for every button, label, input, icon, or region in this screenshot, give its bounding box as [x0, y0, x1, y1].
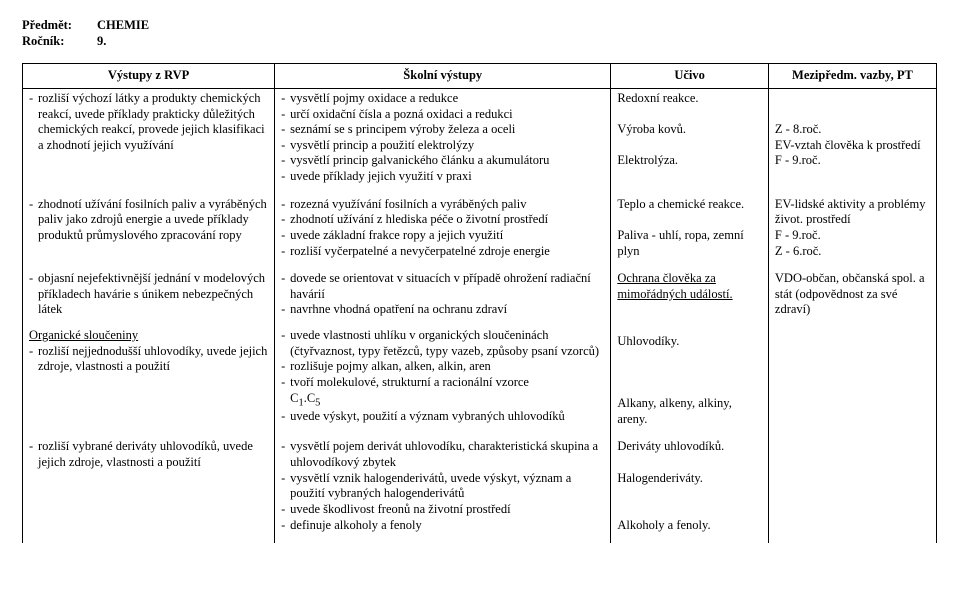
text-line	[617, 138, 762, 154]
section-title: Organické sloučeniny	[29, 328, 268, 344]
text-line: Ochrana člověka za	[617, 271, 762, 287]
list-item: vysvětlí pojem derivát uhlovodíku, chara…	[281, 439, 604, 470]
text-line	[617, 212, 762, 228]
text-line: F - 9.roč.	[775, 228, 930, 244]
formula-line: C1.C5	[281, 391, 604, 410]
table-cell: vysvětlí pojmy oxidace a redukceurčí oxi…	[275, 88, 611, 194]
list-item: uvede výskyt, použití a význam vybraných…	[281, 409, 604, 425]
col-header-mezipredm: Mezipředm. vazby, PT	[768, 64, 936, 89]
curriculum-table: Výstupy z RVP Školní výstupy Učivo Mezip…	[22, 63, 937, 543]
table-cell: Z - 8.roč.EV-vztah člověka k prostředíF …	[768, 88, 936, 194]
list-item: dovede se orientovat v situacích v přípa…	[281, 271, 604, 302]
text-line: Výroba kovů.	[617, 122, 762, 138]
text-line: EV-vztah člověka k prostředí	[775, 138, 930, 154]
col-header-school: Školní výstupy	[275, 64, 611, 89]
text-line	[617, 349, 762, 365]
list-item: definuje alkoholy a fenoly	[281, 518, 604, 534]
table-cell: objasní nejefektivnější jednání v modelo…	[23, 269, 275, 437]
table-row: rozliší vybrané deriváty uhlovodíků, uve…	[23, 437, 937, 543]
text-line	[617, 455, 762, 471]
text-line: Uhlovodíky.	[617, 334, 762, 350]
table-cell: EV-lidské aktivity a problémy život. pro…	[768, 195, 936, 270]
header-label-grade: Ročník:	[22, 34, 97, 50]
col-header-rvp: Výstupy z RVP	[23, 64, 275, 89]
table-cell: dovede se orientovat v situacích v přípa…	[275, 269, 611, 437]
text-line: mimořádných událostí.	[617, 287, 762, 303]
list-item: uvede škodlivost freonů na životní prost…	[281, 502, 604, 518]
text-line	[617, 502, 762, 518]
header-label-subject: Předmět:	[22, 18, 97, 34]
table-cell: vysvětlí pojem derivát uhlovodíku, chara…	[275, 437, 611, 543]
text-line: Alkoholy a fenoly.	[617, 518, 762, 534]
text-line: Z - 6.roč.	[775, 244, 930, 260]
text-line	[617, 486, 762, 502]
list-item: rozliší vyčerpatelné a nevyčerpatelné zd…	[281, 244, 604, 260]
text-line: Redoxní reakce.	[617, 91, 762, 107]
text-line: VDO-občan, občanská spol. a stát (odpově…	[775, 271, 930, 318]
text-line	[775, 91, 930, 107]
list-item: vysvětlí princip a použití elektrolýzy	[281, 138, 604, 154]
text-line: EV-lidské aktivity a problémy život. pro…	[775, 197, 930, 228]
list-item: rozliší výchozí látky a produkty chemick…	[29, 91, 268, 154]
table-cell: Redoxní reakce. Výroba kovů. Elektrolýza…	[611, 88, 769, 194]
text-line: Deriváty uhlovodíků.	[617, 439, 762, 455]
text-line	[617, 318, 762, 334]
list-item: uvede příklady jejich využití v praxi	[281, 169, 604, 185]
table-row: rozliší výchozí látky a produkty chemick…	[23, 88, 937, 194]
list-item: rozliší nejjednodušší uhlovodíky, uvede …	[29, 344, 268, 375]
list-item: uvede vlastnosti uhlíku v organických sl…	[281, 328, 604, 359]
text-line: Teplo a chemické reakce.	[617, 197, 762, 213]
list-item: vysvětlí vznik halogenderivátů, uvede vý…	[281, 471, 604, 502]
table-cell: Ochrana člověka zamimořádných událostí. …	[611, 269, 769, 437]
text-line	[775, 107, 930, 123]
table-cell: Teplo a chemické reakce. Paliva - uhlí, …	[611, 195, 769, 270]
table-row: zhodnotí užívání fosilních paliv a vyráb…	[23, 195, 937, 270]
list-item: uvede základní frakce ropy a jejich využ…	[281, 228, 604, 244]
table-cell	[768, 437, 936, 543]
table-row: objasní nejefektivnější jednání v modelo…	[23, 269, 937, 437]
text-line: F - 9.roč.	[775, 153, 930, 169]
list-item: seznámí se s principem výroby železa a o…	[281, 122, 604, 138]
table-cell: rozliší vybrané deriváty uhlovodíků, uve…	[23, 437, 275, 543]
table-cell: rozliší výchozí látky a produkty chemick…	[23, 88, 275, 194]
list-item: zhodnotí užívání fosilních paliv a vyráb…	[29, 197, 268, 244]
text-line	[617, 381, 762, 397]
text-line	[617, 107, 762, 123]
list-item: zhodnotí užívání z hlediska péče o život…	[281, 212, 604, 228]
table-header-row: Výstupy z RVP Školní výstupy Učivo Mezip…	[23, 64, 937, 89]
table-cell: VDO-občan, občanská spol. a stát (odpově…	[768, 269, 936, 437]
list-item: navrhne vhodná opatření na ochranu zdrav…	[281, 302, 604, 318]
list-item: rozlišuje pojmy alkan, alken, alkin, are…	[281, 359, 604, 375]
text-line: Halogenderiváty.	[617, 471, 762, 487]
table-cell: Deriváty uhlovodíků. Halogenderiváty. Al…	[611, 437, 769, 543]
text-line: Z - 8.roč.	[775, 122, 930, 138]
list-item: vysvětlí pojmy oxidace a redukce	[281, 91, 604, 107]
table-cell: zhodnotí užívání fosilních paliv a vyráb…	[23, 195, 275, 270]
col-header-ucivo: Učivo	[611, 64, 769, 89]
table-cell: rozezná využívání fosilních a vyráběných…	[275, 195, 611, 270]
list-item: objasní nejefektivnější jednání v modelo…	[29, 271, 268, 318]
text-line	[617, 365, 762, 381]
list-item: rozliší vybrané deriváty uhlovodíků, uve…	[29, 439, 268, 470]
header-subject: CHEMIE	[97, 18, 149, 34]
list-item: určí oxidační čísla a pozná oxidaci a re…	[281, 107, 604, 123]
list-item: tvoří molekulové, strukturní a racionáln…	[281, 375, 604, 391]
list-item: rozezná využívání fosilních a vyráběných…	[281, 197, 604, 213]
text-line: Paliva - uhlí, ropa, zemní plyn	[617, 228, 762, 259]
header-grade: 9.	[97, 34, 106, 50]
list-item: vysvětlí princip galvanického článku a a…	[281, 153, 604, 169]
text-line: Alkany, alkeny, alkiny, areny.	[617, 396, 762, 427]
text-line: Elektrolýza.	[617, 153, 762, 169]
document-header: Předmět: CHEMIE Ročník: 9.	[22, 18, 937, 49]
text-line	[617, 302, 762, 318]
